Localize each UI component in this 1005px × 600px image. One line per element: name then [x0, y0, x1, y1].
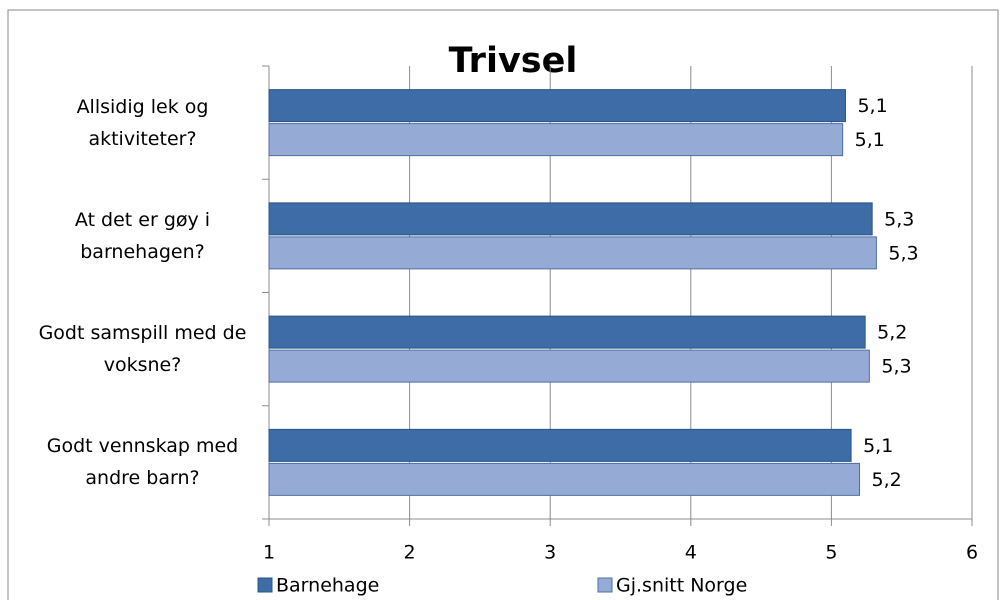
- x-tick-label: 6: [966, 542, 978, 564]
- bar: [268, 349, 870, 383]
- value-label: 5,1: [855, 129, 885, 151]
- value-label: 5,1: [857, 95, 887, 117]
- x-tick-label: 3: [544, 542, 556, 564]
- y-tick-label: At det er gøy i barnehagen?: [74, 208, 211, 263]
- x-tick-label: 5: [825, 542, 837, 564]
- bar: [268, 236, 877, 270]
- bar: [268, 315, 866, 349]
- x-tick-label: 2: [404, 542, 416, 564]
- bar: [268, 202, 873, 236]
- bar: [268, 89, 846, 123]
- x-tick-label: 1: [263, 542, 275, 564]
- x-tick-label: 4: [685, 542, 697, 564]
- value-label: 5,3: [888, 242, 918, 264]
- legend-label: Gj.snitt Norge: [616, 575, 747, 597]
- legend-label: Barnehage: [276, 575, 379, 597]
- value-label: 5,2: [877, 322, 907, 344]
- bar: [268, 462, 861, 496]
- y-tick-label: Godt vennskap med andre barn?: [46, 435, 239, 490]
- chart-frame: [7, 9, 999, 600]
- chart-title: Trivsel: [449, 41, 578, 81]
- value-label: 5,3: [881, 356, 911, 378]
- bar: [268, 123, 844, 157]
- value-label: 5,2: [872, 469, 902, 491]
- legend-swatch: [597, 577, 613, 593]
- value-label: 5,1: [863, 435, 893, 457]
- y-tick-label: Godt samspill med de voksne?: [38, 322, 247, 377]
- y-tick-label: Allsidig lek og aktiviteter?: [76, 95, 209, 150]
- value-label: 5,3: [884, 208, 914, 230]
- bar: [268, 428, 852, 462]
- legend-swatch: [257, 577, 273, 593]
